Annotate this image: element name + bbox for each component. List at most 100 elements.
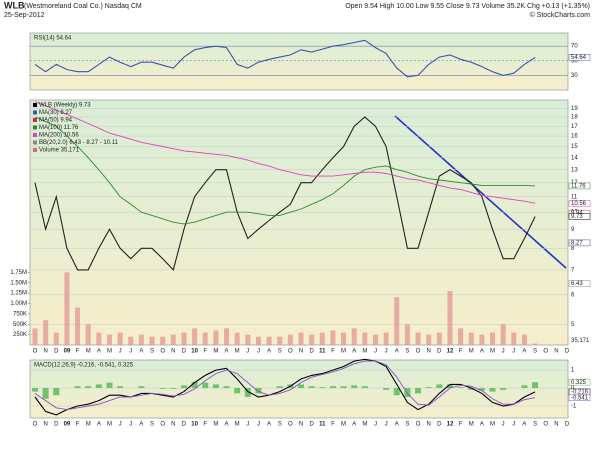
histogram-bar <box>351 385 358 389</box>
histogram-bar <box>319 387 326 389</box>
series-line <box>34 116 536 271</box>
value-tag: 0.325 <box>571 380 587 386</box>
x-tick-label: A <box>225 422 229 428</box>
y2-tick-label: 1.00M <box>10 301 27 307</box>
x-tick-label: 12 <box>447 349 454 355</box>
volume-bar <box>64 272 70 345</box>
volume-bar <box>149 336 155 345</box>
value-tag: -0.541 <box>571 395 589 401</box>
volume-bar <box>96 332 102 345</box>
legend-label: MA(100) 11.76 <box>39 125 79 131</box>
y-tick-label: 5 <box>571 322 575 328</box>
x-tick-label: N <box>299 422 303 428</box>
y2-tick-label: 250K <box>13 332 27 338</box>
histogram-bar <box>212 384 219 389</box>
x-tick-label: N <box>43 349 47 355</box>
y2-tick-label: 750K <box>13 311 27 317</box>
x-tick-label: D <box>182 349 187 355</box>
volume-bar <box>362 332 368 345</box>
x-tick-label: M <box>213 422 218 428</box>
x-tick-label: M <box>107 349 112 355</box>
x-tick-label: S <box>150 422 154 428</box>
x-tick-label: M <box>341 349 346 355</box>
volume-bar <box>266 336 272 345</box>
x-tick-label: N <box>554 349 558 355</box>
macd-panel <box>29 359 569 419</box>
x-tick-label: A <box>352 349 356 355</box>
x-tick-label: M <box>341 422 346 428</box>
x-tick-label: J <box>512 422 515 428</box>
volume-bar <box>309 334 315 345</box>
volume-bar <box>106 334 112 345</box>
volume-bar <box>447 291 453 345</box>
value-tag: 54.64 <box>571 55 587 61</box>
x-tick-label: 12 <box>447 422 454 428</box>
volume-bar <box>117 332 123 345</box>
x-tick-label: D <box>309 422 314 428</box>
company: (Westmoreland Coal Co.) Nasdaq CM <box>24 3 142 10</box>
volume-tag: 35,171 <box>571 338 590 344</box>
x-tick-label: J <box>374 349 377 355</box>
x-tick-label: M <box>86 349 91 355</box>
x-tick-label: M <box>490 422 495 428</box>
symbol: WLB <box>4 0 25 10</box>
x-tick-label: D <box>309 349 314 355</box>
rsi-panel <box>29 32 569 91</box>
volume-bar <box>500 324 506 345</box>
volume-bar <box>372 334 378 345</box>
x-tick-label: N <box>427 422 431 428</box>
volume-bar <box>319 332 325 345</box>
x-tick-label: O <box>160 422 165 428</box>
volume-bar <box>192 328 198 345</box>
x-tick-label: J <box>119 422 122 428</box>
legend-swatch <box>33 148 37 152</box>
x-tick-label: M <box>235 349 240 355</box>
y-tick-label: 11 <box>571 194 578 200</box>
x-tick-label: D <box>565 422 570 428</box>
quote: Open 9.54 High 10.00 Low 9.55 Close 9.73… <box>345 3 590 10</box>
y-tick-label: 14 <box>571 155 578 161</box>
histogram-bar <box>106 382 113 389</box>
histogram-bar <box>329 386 336 389</box>
x-tick-label: O <box>416 422 421 428</box>
x-tick-label: A <box>225 349 229 355</box>
histogram-bar <box>234 388 241 394</box>
x-tick-label: N <box>171 422 175 428</box>
x-tick-label: N <box>299 349 303 355</box>
value-tag: -0.216 <box>571 389 589 395</box>
x-tick-label: D <box>54 349 59 355</box>
histogram-bar <box>180 385 187 389</box>
legend-swatch <box>33 133 37 137</box>
series-line <box>34 101 536 204</box>
x-tick-label: A <box>480 349 484 355</box>
x-tick-label: J <box>119 349 122 355</box>
histogram-bar <box>276 386 283 389</box>
x-tick-label: A <box>352 422 356 428</box>
x-tick-label: J <box>512 349 515 355</box>
histogram-bar <box>425 387 432 389</box>
volume-bar <box>468 332 474 345</box>
y2-tick-label: 1.50M <box>10 280 27 286</box>
histogram-bar <box>74 386 81 389</box>
value-tag-box <box>568 378 591 386</box>
value-tag: 8.27 <box>571 240 583 246</box>
x-tick-label: O <box>160 349 165 355</box>
x-tick-label: A <box>267 422 271 428</box>
volume-bar <box>330 330 336 345</box>
x-tick-label: M <box>235 422 240 428</box>
legend-label: MA(200) 10.56 <box>39 133 79 139</box>
histogram-bar <box>95 384 102 389</box>
panel-title: MACD(12,26,9) -0.216, -0.541, 0.325 <box>34 363 134 369</box>
histogram-bar <box>170 388 177 389</box>
trendline <box>394 115 567 269</box>
value-tag-box <box>568 182 591 190</box>
legend-label: Volume 35,171 <box>39 148 80 154</box>
x-tick-label: J <box>502 422 505 428</box>
x-tick-label: 09 <box>64 422 71 428</box>
value-tag-box <box>568 239 591 247</box>
x-tick-label: A <box>522 349 526 355</box>
x-tick-label: S <box>150 349 154 355</box>
histogram-bar <box>191 381 198 389</box>
x-tick-label: D <box>182 422 187 428</box>
